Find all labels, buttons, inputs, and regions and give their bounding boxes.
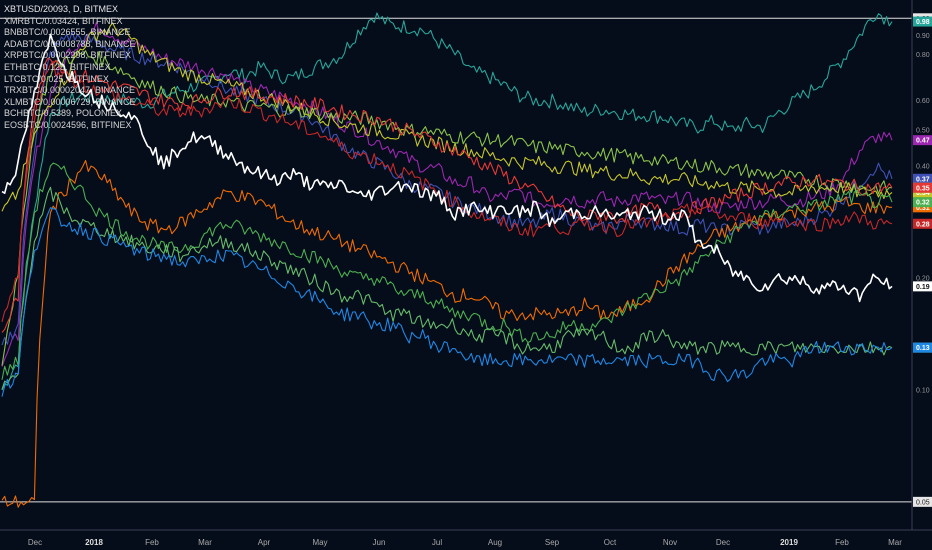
series-line bbox=[1, 57, 893, 333]
x-tick-label: Aug bbox=[488, 538, 502, 547]
legend-entry: BCHBTC/0.5389, POLONIEX bbox=[4, 108, 123, 119]
legend-entry: TRXBTC/0.00002047, BINANCE bbox=[4, 85, 136, 96]
end-value-label: 0.35 bbox=[916, 185, 930, 192]
x-tick-label: Jul bbox=[432, 538, 442, 547]
end-value-badge bbox=[913, 202, 932, 213]
end-value-badge bbox=[913, 218, 932, 229]
x-tick-label: Sep bbox=[545, 538, 560, 547]
legend-title: XBTUSD/20093, D, BITMEX bbox=[4, 4, 119, 14]
series-line bbox=[1, 186, 893, 390]
x-tick-label: Jun bbox=[373, 538, 386, 547]
series-line bbox=[1, 50, 893, 366]
end-value-badge bbox=[913, 135, 932, 146]
series-line bbox=[1, 159, 892, 508]
y-tick-label: 0.80 bbox=[916, 52, 930, 59]
x-tick-label: Dec bbox=[716, 538, 730, 547]
end-value-label: 0.98 bbox=[916, 19, 930, 26]
end-value-label: 0.28 bbox=[916, 221, 930, 228]
end-value-badge bbox=[913, 173, 932, 184]
legend-entry: EOSBTC/0.0024596, BITFINEX bbox=[4, 119, 132, 130]
x-tick-label: Mar bbox=[888, 538, 902, 547]
y-tick-label: 0.50 bbox=[916, 128, 930, 135]
legend-entry: ADABTC/0.00008788, BINANCE bbox=[4, 38, 136, 49]
x-tick-label: 2018 bbox=[85, 538, 103, 547]
end-value-badge bbox=[913, 197, 932, 208]
x-tick-label: Feb bbox=[145, 538, 159, 547]
y-tick-label: 0.90 bbox=[916, 33, 930, 40]
end-value-badge bbox=[913, 16, 932, 27]
legend-entry: BNBBTC/0.0026555, BINANCE bbox=[4, 27, 131, 38]
y-tick-label: 0.20 bbox=[916, 276, 930, 283]
legend-entry: XMRBTC/0.03424, BITFINEX bbox=[4, 15, 123, 26]
reference-label: 0.05 bbox=[916, 499, 930, 506]
end-value-label: 0.13 bbox=[916, 345, 930, 352]
y-tick-label: 0.60 bbox=[916, 98, 930, 105]
series-line bbox=[1, 22, 893, 212]
legend: XBTUSD/20093, D, BITMEX XMRBTC/0.03424, B… bbox=[4, 4, 136, 132]
series-line bbox=[1, 60, 893, 323]
end-value-label: 0.31 bbox=[916, 205, 930, 212]
reference-label-box bbox=[913, 496, 932, 507]
end-value-label: 0.32 bbox=[916, 200, 930, 207]
end-value-badge bbox=[913, 342, 932, 353]
x-tick-label: 2019 bbox=[780, 538, 798, 547]
x-tick-label: Feb bbox=[835, 538, 849, 547]
end-value-label: 0.34 bbox=[916, 190, 930, 197]
end-value-label: 0.37 bbox=[916, 176, 930, 183]
legend-entry: LTCBTC/0.025, BITFINEX bbox=[4, 73, 109, 84]
x-tick-label: Dec bbox=[28, 538, 42, 547]
series-line bbox=[1, 162, 893, 380]
end-value-badge bbox=[913, 182, 932, 193]
end-value-badge bbox=[913, 281, 932, 292]
end-value-label: 0.47 bbox=[916, 138, 930, 145]
x-tick-label: Nov bbox=[663, 538, 677, 547]
end-value-label: 0.19 bbox=[916, 284, 930, 291]
legend-entry: ETHBTC/0.123, BITFINEX bbox=[4, 61, 111, 72]
y-tick-label: 0.10 bbox=[916, 387, 930, 394]
x-tick-label: May bbox=[312, 538, 327, 547]
series-line bbox=[1, 12, 893, 391]
series-line bbox=[1, 33, 893, 303]
legend-entry: XLMBTC/0.00006729, BINANCE bbox=[4, 96, 136, 107]
x-tick-label: Mar bbox=[198, 538, 212, 547]
series-line bbox=[1, 31, 893, 346]
series-lines bbox=[1, 12, 893, 508]
x-tick-label: Apr bbox=[258, 538, 271, 547]
series-line bbox=[1, 207, 893, 397]
legend-entry: XRPBTC/0.0002298, BITFINEX bbox=[4, 50, 132, 61]
end-value-badges: 0.190.980.470.370.340.350.350.310.320.28… bbox=[913, 16, 932, 353]
y-tick-label: 0.40 bbox=[916, 164, 930, 171]
x-tick-label: Oct bbox=[604, 538, 617, 547]
